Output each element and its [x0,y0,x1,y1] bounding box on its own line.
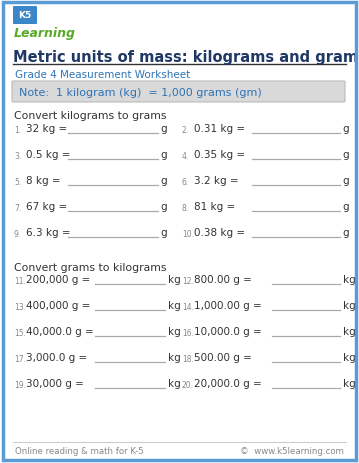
Text: kg: kg [343,326,356,336]
Text: 9.: 9. [14,230,21,238]
Text: 40,000.0 g =: 40,000.0 g = [26,326,97,336]
Text: Grade 4 Measurement Worksheet: Grade 4 Measurement Worksheet [15,70,190,80]
Text: kg: kg [343,352,356,362]
Text: 4.: 4. [182,152,189,161]
Text: 200,000 g =: 200,000 g = [26,275,94,284]
Text: 800.00 g =: 800.00 g = [194,275,255,284]
Text: g: g [160,175,167,186]
Text: 0.31 kg =: 0.31 kg = [194,124,248,134]
Text: 32 kg =: 32 kg = [26,124,70,134]
Text: g: g [160,150,167,160]
Text: kg: kg [168,326,181,336]
Text: 400,000 g =: 400,000 g = [26,300,94,310]
Text: 10.: 10. [182,230,194,238]
Text: g: g [342,175,349,186]
Text: Learning: Learning [14,27,76,40]
Text: 17.: 17. [14,354,26,363]
Text: kg: kg [168,275,181,284]
Text: kg: kg [343,300,356,310]
Text: 81 kg =: 81 kg = [194,201,238,212]
Text: 20,000.0 g =: 20,000.0 g = [194,378,265,388]
Text: 18.: 18. [182,354,194,363]
Text: 3.2 kg =: 3.2 kg = [194,175,242,186]
Text: 30,000 g =: 30,000 g = [26,378,87,388]
Text: 12.: 12. [182,276,194,285]
Text: 500.00 g =: 500.00 g = [194,352,255,362]
Text: kg: kg [343,275,356,284]
Text: Metric units of mass: kilograms and grams: Metric units of mass: kilograms and gram… [13,50,359,65]
Text: 67 kg =: 67 kg = [26,201,70,212]
Text: 5.: 5. [14,178,21,187]
Text: 10,000.0 g =: 10,000.0 g = [194,326,265,336]
Text: Convert grams to kilograms: Convert grams to kilograms [14,263,167,272]
Text: ©  www.k5learning.com: © www.k5learning.com [240,446,344,456]
Text: kg: kg [168,352,181,362]
Text: g: g [160,124,167,134]
Text: g: g [160,227,167,238]
Text: kg: kg [168,300,181,310]
Text: 0.38 kg =: 0.38 kg = [194,227,248,238]
Text: Note:  1 kilogram (kg)  = 1,000 grams (gm): Note: 1 kilogram (kg) = 1,000 grams (gm) [19,88,262,97]
Text: 6.3 kg =: 6.3 kg = [26,227,74,238]
Text: 2.: 2. [182,126,189,135]
Text: 1.: 1. [14,126,21,135]
Text: 7.: 7. [14,204,21,213]
Text: g: g [342,150,349,160]
Text: g: g [342,201,349,212]
Text: 1,000.00 g =: 1,000.00 g = [194,300,265,310]
Text: Online reading & math for K-5: Online reading & math for K-5 [15,446,144,456]
Text: K5: K5 [18,12,32,20]
Text: 3,000.0 g =: 3,000.0 g = [26,352,90,362]
Text: 11.: 11. [14,276,26,285]
FancyBboxPatch shape [12,82,345,103]
Text: kg: kg [343,378,356,388]
Text: 20.: 20. [182,380,194,389]
Text: Convert kilograms to grams: Convert kilograms to grams [14,111,167,121]
Text: 13.: 13. [14,302,26,311]
Text: g: g [160,201,167,212]
Text: 6.: 6. [182,178,189,187]
Text: 16.: 16. [182,328,194,337]
Text: kg: kg [168,378,181,388]
Text: 0.35 kg =: 0.35 kg = [194,150,248,160]
Text: 15.: 15. [14,328,26,337]
Text: 8 kg =: 8 kg = [26,175,64,186]
Text: 0.5 kg =: 0.5 kg = [26,150,74,160]
Text: 19.: 19. [14,380,26,389]
Text: 14.: 14. [182,302,194,311]
Text: g: g [342,124,349,134]
FancyBboxPatch shape [13,7,37,25]
Text: 3.: 3. [14,152,21,161]
Text: 8.: 8. [182,204,189,213]
Text: g: g [342,227,349,238]
